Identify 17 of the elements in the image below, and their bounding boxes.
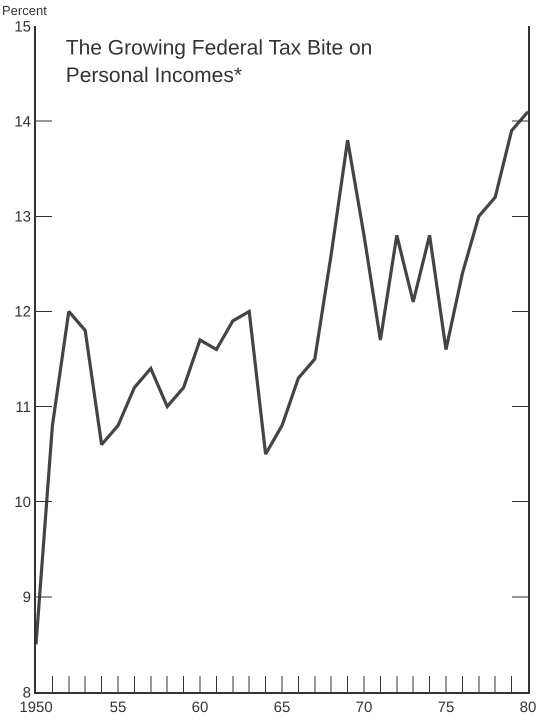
y-tick-label: 14 — [14, 113, 31, 130]
x-tick-label: 55 — [110, 699, 126, 716]
text: The Growing Federal Tax Bite on Personal Incomes* — [66, 36, 372, 87]
y-tick-label: 15 — [14, 18, 31, 36]
x-tick-label: 65 — [274, 699, 290, 716]
y-tick-label: 13 — [14, 208, 31, 226]
x-tick-label: 60 — [192, 699, 208, 716]
x-tick-label: 75 — [438, 699, 454, 716]
y-tick-label: 12 — [14, 304, 31, 321]
y-tick-label: 11 — [15, 398, 31, 416]
x-tick-label: 1950 — [19, 699, 53, 716]
y-tick-label: 9 — [22, 589, 31, 606]
x-tick-label: 70 — [356, 699, 372, 716]
x-tick-label: 80 — [520, 699, 536, 716]
y-tick-label: 10 — [14, 494, 31, 511]
y-axis-title: Percent — [2, 3, 48, 18]
y-tick-label: 8 — [22, 684, 31, 702]
